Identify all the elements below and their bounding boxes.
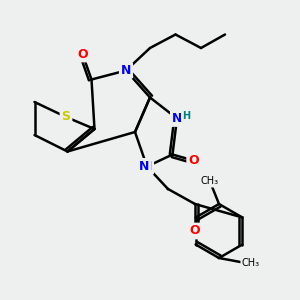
Text: CH₃: CH₃ — [201, 176, 219, 187]
Text: O: O — [188, 154, 199, 167]
Text: O: O — [77, 47, 88, 61]
Text: S: S — [61, 110, 70, 124]
Text: CH₃: CH₃ — [242, 257, 260, 268]
Text: N: N — [121, 64, 131, 77]
Text: N: N — [142, 160, 152, 173]
Text: O: O — [190, 224, 200, 238]
Text: N: N — [139, 160, 149, 173]
Text: H: H — [182, 110, 190, 121]
Text: N: N — [172, 112, 182, 125]
